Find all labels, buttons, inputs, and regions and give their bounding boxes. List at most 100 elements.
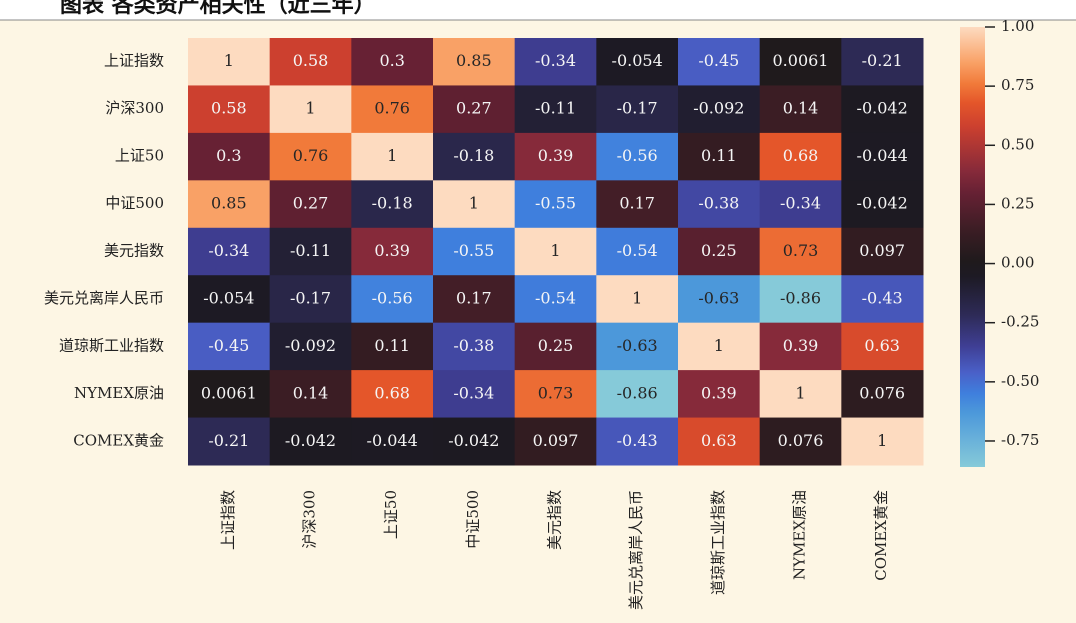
heatmap-cell xyxy=(841,322,924,371)
heatmap-cell xyxy=(759,227,842,276)
cell-label: 0.73 xyxy=(538,383,574,402)
cell-label: -0.45 xyxy=(698,51,739,70)
cell-label: -0.63 xyxy=(698,288,739,307)
cell-label: -0.55 xyxy=(535,194,576,213)
heatmap-cell xyxy=(433,38,516,86)
x-tick-label: COMEX黄金 xyxy=(872,490,890,581)
x-tick-label: 美元兑离岸人民币 xyxy=(627,490,645,610)
cell-label: 0.39 xyxy=(374,241,410,260)
heatmap-cell xyxy=(514,227,597,276)
y-tick-label: 美元指数 xyxy=(104,242,164,260)
cell-label: -0.55 xyxy=(453,241,494,260)
cell-label: -0.17 xyxy=(290,288,331,307)
cell-label: -0.56 xyxy=(372,288,413,307)
heatmap-cell xyxy=(433,227,516,276)
cell-label: 0.25 xyxy=(538,336,574,355)
heatmap-cell xyxy=(351,275,434,324)
heatmap-cell xyxy=(596,370,679,419)
cell-label: 0.3 xyxy=(379,51,404,70)
heatmap-cell xyxy=(759,132,842,181)
cell-label: 0.68 xyxy=(374,383,410,402)
heatmap-cell xyxy=(514,38,597,86)
cell-label: 0.76 xyxy=(293,146,329,165)
heatmap-cell xyxy=(514,132,597,181)
cell-label: -0.38 xyxy=(453,336,494,355)
cell-label: 0.076 xyxy=(778,431,824,450)
heatmap-cell xyxy=(351,132,434,181)
heatmap-cell xyxy=(433,132,516,181)
heatmap-cell xyxy=(596,85,679,134)
heatmap-cell xyxy=(188,275,271,324)
cell-label: -0.34 xyxy=(535,51,576,70)
heatmap-cell xyxy=(514,275,597,324)
chart-title: 图表 各类资产相关性（近三年） xyxy=(60,0,376,18)
cell-label: -0.042 xyxy=(857,99,908,118)
cell-label: 0.076 xyxy=(859,383,905,402)
cell-label: -0.43 xyxy=(617,431,658,450)
heatmap-cell xyxy=(188,38,271,86)
x-tick-label: 上证指数 xyxy=(219,490,237,550)
heatmap-cell xyxy=(759,370,842,419)
heatmap-cell xyxy=(759,275,842,324)
heatmap-cell xyxy=(596,417,679,466)
cell-label: 1 xyxy=(877,431,887,450)
heatmap-cell xyxy=(433,370,516,419)
heatmap-cell xyxy=(596,322,679,371)
cell-label: -0.092 xyxy=(285,336,336,355)
y-tick-label: 中证500 xyxy=(105,194,164,212)
cell-label: -0.11 xyxy=(290,241,331,260)
cell-label: -0.092 xyxy=(693,99,744,118)
heatmap-cell xyxy=(514,180,597,229)
cell-label: 0.68 xyxy=(783,146,819,165)
cell-label: -0.042 xyxy=(448,431,499,450)
heatmap-cell xyxy=(351,85,434,134)
heatmap-cell xyxy=(596,227,679,276)
heatmap-cell xyxy=(269,38,352,86)
cell-label: 1 xyxy=(714,336,724,355)
heatmap-cell xyxy=(759,85,842,134)
colorbar-tick-label: -0.50 xyxy=(1001,372,1039,390)
cell-label: 0.17 xyxy=(456,288,492,307)
cell-label: 0.11 xyxy=(701,146,737,165)
cell-label: 0.11 xyxy=(374,336,410,355)
cell-label: -0.18 xyxy=(453,146,494,165)
cell-label: 0.25 xyxy=(701,241,737,260)
colorbar-tick-label: 0.50 xyxy=(1001,135,1034,153)
cell-label: 1 xyxy=(795,383,805,402)
heatmap-cell xyxy=(841,370,924,419)
cell-label: 0.39 xyxy=(783,336,819,355)
y-tick-label: 沪深300 xyxy=(105,99,164,117)
heatmap-cell xyxy=(433,275,516,324)
cell-label: -0.21 xyxy=(208,431,249,450)
heatmap-cell xyxy=(678,85,761,134)
cell-label: -0.43 xyxy=(862,288,903,307)
cell-label: -0.63 xyxy=(617,336,658,355)
heatmap-cell xyxy=(269,180,352,229)
heatmap-cell xyxy=(678,370,761,419)
cell-label: 0.097 xyxy=(859,241,905,260)
cell-label: 0.58 xyxy=(211,99,247,118)
x-tick-label: 美元指数 xyxy=(546,490,564,550)
x-tick-label: 沪深300 xyxy=(301,490,319,549)
cell-label: 1 xyxy=(224,51,234,70)
cell-label: 0.27 xyxy=(293,194,329,213)
cell-label: -0.86 xyxy=(617,383,658,402)
heatmap-cell xyxy=(759,38,842,86)
heatmap-cell xyxy=(678,38,761,86)
cell-label: -0.86 xyxy=(780,288,821,307)
heatmap-cell xyxy=(514,417,597,466)
heatmap-cell xyxy=(514,85,597,134)
cell-label: -0.45 xyxy=(208,336,249,355)
y-tick-label: 道琼斯工业指数 xyxy=(59,336,164,354)
cell-label: 0.14 xyxy=(783,99,819,118)
colorbar xyxy=(960,27,985,467)
cell-label: -0.054 xyxy=(203,288,254,307)
cell-label: 0.17 xyxy=(619,194,655,213)
heatmap-cell xyxy=(188,370,271,419)
title-band xyxy=(0,0,1076,20)
heatmap-cell xyxy=(269,322,352,371)
heatmap-cell xyxy=(678,322,761,371)
cell-label: -0.18 xyxy=(372,194,413,213)
y-tick-label: 美元兑离岸人民币 xyxy=(44,289,164,307)
